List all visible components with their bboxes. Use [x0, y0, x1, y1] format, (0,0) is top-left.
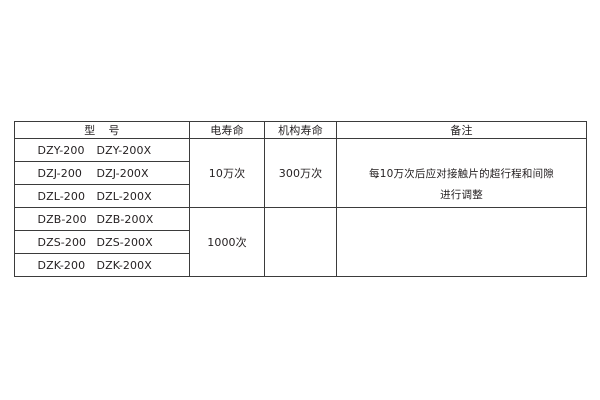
model-base: DZS-200 [37, 235, 87, 249]
model-base: DZK-200 [37, 258, 86, 272]
cell-model: DZK-200 DZK-200X [14, 253, 190, 277]
cell-electrical-life-group-bottom: 1000次 [189, 207, 265, 277]
model-base: DZL-200 [37, 189, 86, 203]
model-base: DZB-200 [37, 212, 87, 226]
column-header-mechanical-life: 机构寿命 [264, 121, 337, 139]
model-base: DZJ-200 [37, 166, 83, 180]
specification-table: 型号 电寿命 机构寿命 备注 DZY-200 DZY-200X 10万次 300万… [14, 121, 587, 277]
column-header-model-char-b: 号 [108, 124, 120, 137]
cell-remark-group-top: 每10万次后应对接触片的超行程和间隙 进行调整 [336, 138, 587, 208]
table-row: DZB-200 DZB-200X 1000次 [14, 207, 587, 277]
cell-remark-group-bottom [336, 207, 587, 277]
table-row: DZY-200 DZY-200X 10万次 300万次 每10万次后应对接触片的超… [14, 138, 587, 208]
table-row: DZL-200 DZL-200X [14, 184, 587, 208]
model-variant: DZK-200X [96, 258, 152, 272]
cell-electrical-life-group-top: 10万次 [189, 138, 265, 208]
model-variant: DZL-200X [96, 189, 152, 203]
model-variant: DZB-200X [96, 212, 154, 226]
cell-model: DZS-200 DZS-200X [14, 230, 190, 254]
model-variant: DZY-200X [96, 143, 152, 157]
cell-model: DZY-200 DZY-200X [14, 138, 190, 162]
cell-mechanical-life-group-bottom [264, 207, 337, 277]
table-body: DZY-200 DZY-200X 10万次 300万次 每10万次后应对接触片的超… [14, 138, 587, 277]
column-header-electrical-life: 电寿命 [189, 121, 265, 139]
cell-model: DZJ-200 DZJ-200X [14, 161, 190, 185]
model-variant: DZJ-200X [96, 166, 149, 180]
cell-model: DZB-200 DZB-200X [14, 207, 190, 231]
table-header-row: 型号 电寿命 机构寿命 备注 [14, 121, 587, 139]
column-header-model: 型号 [14, 121, 190, 139]
remark-text-block: 每10万次后应对接触片的超行程和间隙 进行调整 [337, 138, 586, 206]
table-row: DZK-200 DZK-200X [14, 253, 587, 277]
cell-mechanical-life-group-top: 300万次 [264, 138, 337, 208]
table-row: DZS-200 DZS-200X [14, 230, 587, 254]
table-row: DZJ-200 DZJ-200X [14, 161, 587, 185]
remark-line-1: 每10万次后应对接触片的超行程和间隙 [369, 167, 554, 180]
column-header-remark: 备注 [336, 121, 587, 139]
remark-line-2: 进行调整 [440, 188, 483, 201]
model-variant: DZS-200X [96, 235, 153, 249]
cell-model: DZL-200 DZL-200X [14, 184, 190, 208]
column-header-model-char-a: 型 [84, 124, 96, 137]
model-base: DZY-200 [37, 143, 85, 157]
table-header: 型号 电寿命 机构寿命 备注 [14, 121, 587, 139]
